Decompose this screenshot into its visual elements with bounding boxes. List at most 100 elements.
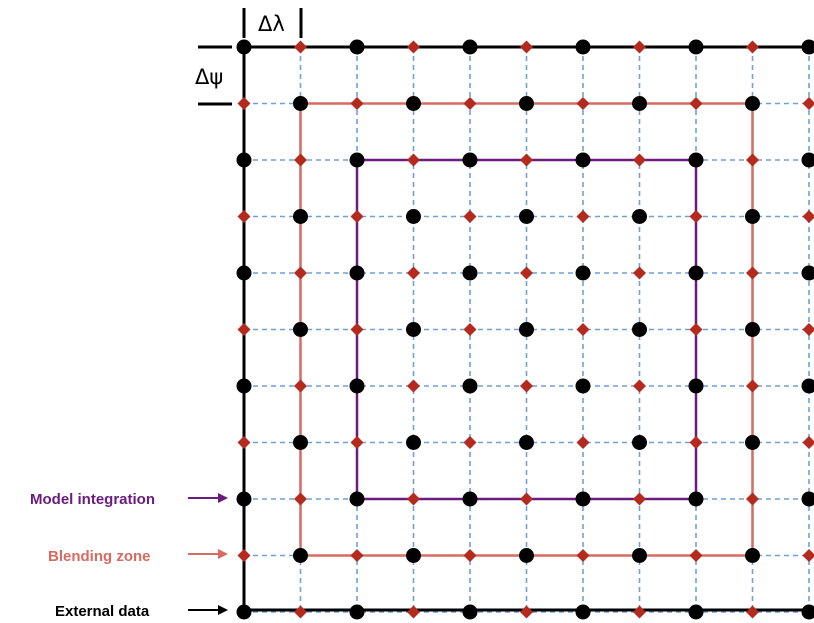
red-grid-node bbox=[689, 210, 703, 223]
black-grid-node bbox=[575, 378, 591, 394]
arrow-head-icon bbox=[218, 493, 228, 503]
black-grid-node bbox=[688, 265, 704, 281]
red-grid-node bbox=[576, 323, 590, 336]
delta-psi-label: Δψ bbox=[195, 65, 223, 89]
black-grid-node bbox=[688, 491, 704, 507]
black-grid-node bbox=[575, 152, 591, 168]
black-grid-node bbox=[575, 604, 591, 620]
red-grid-node bbox=[633, 153, 646, 167]
red-grid-node bbox=[576, 549, 590, 562]
red-grid-node bbox=[237, 210, 251, 223]
red-grid-node bbox=[633, 605, 646, 619]
black-grid-node bbox=[293, 209, 308, 224]
legend-blending-zone-label: Blending zone bbox=[48, 548, 151, 565]
black-grid-node bbox=[745, 548, 760, 563]
red-grid-node bbox=[237, 436, 251, 449]
red-grid-node bbox=[802, 97, 814, 110]
black-grid-node bbox=[462, 604, 478, 620]
red-grid-node bbox=[407, 153, 420, 167]
black-grid-node bbox=[349, 491, 365, 507]
red-grid-node bbox=[802, 549, 814, 562]
black-grid-node bbox=[519, 548, 534, 563]
red-grid-node bbox=[689, 436, 703, 449]
black-grid-node bbox=[349, 265, 365, 281]
black-grid-node bbox=[575, 39, 591, 55]
red-grid-node bbox=[746, 379, 759, 393]
black-grid-node bbox=[349, 152, 365, 168]
black-grid-node bbox=[745, 322, 760, 337]
black-grid-node bbox=[293, 322, 308, 337]
red-grid-node bbox=[746, 40, 759, 54]
black-grid-node bbox=[519, 435, 534, 450]
red-grid-node bbox=[520, 492, 533, 506]
arrow-head-icon bbox=[218, 549, 228, 559]
red-grid-node bbox=[463, 210, 477, 223]
red-grid-node bbox=[520, 379, 533, 393]
black-grid-node bbox=[575, 265, 591, 281]
black-grid-node bbox=[236, 604, 252, 620]
red-grid-node bbox=[294, 266, 307, 280]
black-grid-node bbox=[801, 265, 814, 281]
red-grid-node bbox=[802, 323, 814, 336]
black-grid-node bbox=[801, 604, 814, 620]
black-grid-node bbox=[462, 378, 478, 394]
black-grid-node bbox=[236, 152, 252, 168]
black-grid-node bbox=[632, 96, 647, 111]
black-grid-node bbox=[745, 209, 760, 224]
black-grid-node bbox=[688, 39, 704, 55]
red-grid-node bbox=[746, 266, 759, 280]
black-grid-node bbox=[688, 604, 704, 620]
red-grid-node bbox=[520, 153, 533, 167]
black-grid-node bbox=[801, 378, 814, 394]
red-grid-node bbox=[294, 605, 307, 619]
red-grid-node bbox=[633, 492, 646, 506]
red-grid-node bbox=[407, 40, 420, 54]
red-grid-node bbox=[407, 492, 420, 506]
black-grid-node bbox=[462, 152, 478, 168]
red-grid-node bbox=[294, 40, 307, 54]
black-grid-node bbox=[688, 378, 704, 394]
red-grid-node bbox=[746, 492, 759, 506]
black-grid-node bbox=[519, 209, 534, 224]
red-grid-node bbox=[689, 323, 703, 336]
black-grid-node bbox=[519, 322, 534, 337]
red-grid-node bbox=[802, 436, 814, 449]
black-grid-node bbox=[293, 96, 308, 111]
red-grid-node bbox=[520, 266, 533, 280]
black-grid-node bbox=[236, 265, 252, 281]
black-grid-node bbox=[632, 548, 647, 563]
red-grid-node bbox=[350, 436, 364, 449]
red-grid-node bbox=[294, 153, 307, 167]
delta-lambda-marker: Δλ bbox=[242, 8, 303, 38]
red-grid-node bbox=[294, 379, 307, 393]
red-grid-node bbox=[350, 549, 364, 562]
red-grid-node bbox=[576, 97, 590, 110]
red-grid-node bbox=[633, 266, 646, 280]
red-grid-node bbox=[350, 210, 364, 223]
black-grid-node bbox=[406, 209, 421, 224]
black-grid-node bbox=[688, 152, 704, 168]
red-grid-node bbox=[576, 210, 590, 223]
red-grid-node bbox=[633, 40, 646, 54]
red-grid-node bbox=[520, 605, 533, 619]
red-grid-node bbox=[633, 379, 646, 393]
black-grid-node bbox=[406, 548, 421, 563]
red-grid-node bbox=[746, 605, 759, 619]
black-grid-node bbox=[519, 96, 534, 111]
black-grid-node bbox=[462, 39, 478, 55]
black-grid-node bbox=[801, 39, 814, 55]
red-grid-node bbox=[407, 605, 420, 619]
red-grid-node bbox=[350, 97, 364, 110]
black-grid-node bbox=[349, 378, 365, 394]
black-grid-node bbox=[349, 604, 365, 620]
red-grid-node bbox=[520, 40, 533, 54]
delta-lambda-label: Δλ bbox=[258, 12, 285, 36]
grid-nodes bbox=[236, 39, 814, 620]
black-grid-node bbox=[462, 265, 478, 281]
black-grid-node bbox=[745, 435, 760, 450]
arrow-head-icon bbox=[218, 605, 228, 615]
black-grid-node bbox=[293, 435, 308, 450]
black-grid-node bbox=[406, 96, 421, 111]
red-grid-node bbox=[294, 492, 307, 506]
